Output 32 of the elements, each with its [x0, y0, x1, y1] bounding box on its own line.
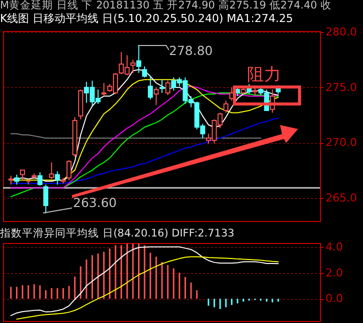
- chart-title: 指数平滑异同平均线 日(84.20.16) DIFF:2.7133: [0, 226, 234, 240]
- candlestick: [130, 59, 136, 74]
- chart-subtitle: K线图 日移动平均线 日(5.10.20.25.50.240) MA1:274.25: [0, 12, 293, 26]
- candlestick: [154, 86, 159, 106]
- candlestick: [223, 100, 228, 114]
- candlestick: [14, 174, 20, 186]
- candlestick: [66, 160, 72, 181]
- candlestick: [159, 79, 164, 94]
- line-series: [10, 118, 279, 184]
- y-tick-label: 270.0: [326, 136, 357, 150]
- annotation: 阻力: [247, 64, 281, 86]
- candlestick: [37, 172, 42, 186]
- y-tick-label: 280.0: [326, 26, 357, 39]
- candlestick: [54, 170, 60, 186]
- candlestick: [20, 170, 26, 181]
- line-series: [10, 246, 279, 316]
- y-tick-label: 2.0: [326, 266, 343, 280]
- candlestick: [43, 184, 48, 214]
- annotation: 263.60: [73, 195, 117, 210]
- y-tick-label: 4.0: [326, 240, 343, 254]
- candlestick: [136, 44, 142, 74]
- chart-title: M黄金延期 日线 下 20181130 五 开274.90 高275.19 低274.40 收: [0, 0, 332, 12]
- candlestick: [148, 76, 153, 100]
- candlestick: [165, 80, 170, 96]
- y-tick-label: 275.0: [326, 80, 357, 94]
- candlestick: [101, 82, 106, 97]
- candlestick: [142, 66, 148, 78]
- y-tick-label: 265.0: [326, 191, 357, 204]
- line-series: [16, 256, 279, 320]
- candlestick: [49, 162, 54, 180]
- y-tick-label: 0.0: [326, 292, 343, 306]
- annotation: 278.80: [169, 43, 213, 58]
